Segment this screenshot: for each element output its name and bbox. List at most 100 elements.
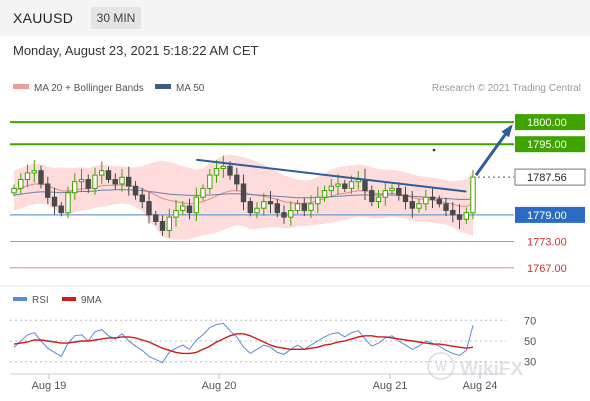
rsi-level-label: 30: [524, 357, 536, 369]
candle-down: [132, 185, 139, 196]
bollinger-legend-swatch: [13, 84, 29, 89]
annotations: [196, 124, 513, 193]
ma9-legend-label: 9MA: [81, 295, 102, 306]
candle-down: [45, 183, 51, 198]
support-label: 1773.00: [527, 236, 567, 248]
candle-up: [173, 210, 179, 218]
candle-down: [105, 170, 112, 180]
candle-down: [234, 174, 240, 185]
candle-down: [274, 203, 281, 214]
candlesticks: [11, 155, 476, 238]
candle-down: [85, 179, 91, 189]
candle-down: [159, 221, 166, 231]
candle-up: [389, 187, 395, 192]
watermark-logo-glyph: W: [435, 360, 447, 374]
candle-up: [193, 196, 200, 214]
candle-down: [58, 205, 64, 214]
candle-down: [409, 201, 416, 209]
candle-up: [24, 172, 31, 180]
candle-up: [423, 196, 429, 205]
rsi-level-label: 70: [524, 315, 536, 327]
candle-up: [375, 196, 382, 203]
candle-up: [11, 187, 17, 194]
candle-up: [166, 216, 173, 231]
candle-down: [402, 194, 409, 203]
candle-up: [78, 179, 85, 183]
candle-down: [369, 190, 375, 203]
candle-up: [416, 203, 422, 209]
support-label: 1767.00: [527, 263, 567, 275]
candle-up: [207, 174, 213, 189]
candle-up: [294, 203, 301, 211]
candle-up: [72, 181, 78, 194]
candle-up: [65, 192, 71, 214]
candle-down: [227, 165, 233, 176]
rsi-level-label: 50: [524, 336, 536, 348]
candle-up: [470, 176, 476, 214]
title-bar: XAUUSD 30 MIN: [0, 0, 590, 36]
candle-down: [240, 183, 247, 203]
last-price-label: 1787.56: [527, 172, 567, 184]
research-credit: Research © 2021 Trading Central: [432, 83, 581, 94]
candle-down: [126, 176, 132, 187]
time-tick-label: Aug 20: [202, 380, 237, 392]
candle-down: [153, 214, 159, 222]
ma50-legend-label: MA 50: [176, 83, 205, 94]
candle-up: [261, 201, 267, 209]
resistance-label: 1795.00: [527, 139, 567, 151]
candle-up: [31, 170, 37, 174]
candle-up: [335, 183, 341, 187]
candle-up: [348, 181, 355, 189]
rsi-legend: RSI 9MA: [13, 295, 102, 306]
candle-up: [92, 174, 98, 189]
rsi-lines: [13, 322, 474, 364]
pivot-label-box: [515, 206, 585, 223]
chart-datetime: Monday, August 23, 2021 5:18:22 AM CET: [13, 43, 259, 58]
time-tick-label: Aug 21: [373, 380, 408, 392]
level-labels: 1800.00 1795.00 1787.56 1779.00 1773.00 1767.…: [514, 114, 586, 275]
watermark-text: WikiFX: [460, 359, 523, 380]
candle-down: [443, 203, 449, 211]
candle-down: [301, 203, 308, 211]
resistance-label: 1800.00: [527, 117, 567, 129]
timeframe-button[interactable]: 30 MIN: [91, 7, 141, 29]
rsi-ma-line: [13, 333, 474, 355]
pivot-label: 1779.00: [527, 210, 567, 222]
wikifx-watermark: W WikiFX: [427, 352, 523, 380]
candle-up: [315, 196, 321, 205]
candle-down: [456, 214, 463, 220]
candle-up: [200, 187, 206, 198]
main-legend: MA 20 + Bollinger Bands MA 50 Research ©…: [13, 83, 581, 94]
level-lines: [10, 121, 514, 269]
ma50-legend-swatch: [155, 84, 171, 89]
time-tick-label: Aug 19: [32, 380, 67, 392]
candle-down: [51, 196, 58, 207]
rsi-legend-swatch: [13, 297, 27, 301]
candle-down: [38, 170, 44, 185]
projection-arrow-head: [501, 124, 513, 138]
projection-arrow: [474, 125, 513, 176]
time-axis: Aug 19 Aug 20 Aug 21 Aug 24: [32, 374, 498, 392]
candle-down: [247, 201, 254, 214]
candle-down: [112, 179, 118, 185]
candle-up: [18, 179, 24, 189]
candle-up: [213, 168, 220, 176]
candle-up: [308, 203, 314, 211]
candle-up: [119, 176, 125, 185]
candle-down: [362, 179, 368, 191]
rsi-line: [13, 322, 474, 364]
candle-up: [288, 210, 294, 218]
marker-dot: [432, 148, 436, 152]
candle-up: [220, 165, 227, 170]
candle-up: [321, 190, 328, 198]
resistance-label-box: [515, 114, 585, 131]
ma9-legend-swatch: [62, 297, 76, 301]
time-tick-label: Aug 24: [463, 380, 498, 392]
resistance-trendline: [196, 158, 467, 193]
candle-down: [429, 196, 436, 200]
candle-up: [328, 185, 335, 192]
instrument-symbol: XAUUSD: [13, 10, 74, 26]
bollinger-legend-label: MA 20 + Bollinger Bands: [34, 83, 144, 94]
resistance-label-box: [515, 136, 585, 153]
